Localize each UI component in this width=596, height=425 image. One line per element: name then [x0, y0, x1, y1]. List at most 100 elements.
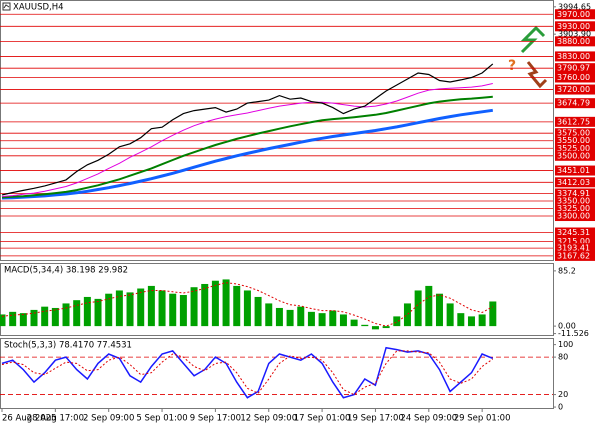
- x-tick-label: 2 Sep 09:00: [83, 414, 134, 424]
- macd-bar: [329, 310, 337, 327]
- macd-bar: [393, 316, 401, 327]
- level-label-box: [555, 150, 595, 161]
- level-label: 3167.62: [557, 251, 590, 260]
- level-label: 3525.00: [557, 144, 590, 153]
- macd-bar: [222, 279, 230, 327]
- x-tick-label: 5 Sep 01:00: [136, 414, 187, 424]
- series-line: [1, 346, 494, 399]
- level-label-box: [555, 98, 595, 109]
- macd-bar: [41, 306, 49, 327]
- level-label-box: [555, 236, 595, 247]
- chart-title: XAUUSD,H4: [13, 3, 64, 13]
- macd-bar: [9, 311, 17, 327]
- macd-bar: [62, 303, 70, 327]
- macd-bar: [297, 306, 305, 327]
- level-label-box: [555, 195, 595, 206]
- level-label: 3790.97: [557, 64, 590, 73]
- level-label-box: [555, 177, 595, 188]
- symbol-icon: [2, 2, 11, 11]
- macd-bar: [403, 303, 411, 327]
- macd-bar: [489, 301, 497, 327]
- macd-bar: [307, 311, 315, 327]
- level-label: 3760.00: [557, 73, 590, 82]
- macd-bar: [361, 324, 369, 327]
- macd-bar: [158, 290, 166, 327]
- level-label-box: [555, 51, 595, 62]
- macd-bar: [467, 316, 475, 327]
- level-label-box: [555, 243, 595, 254]
- y-tick-label: 0: [558, 403, 563, 412]
- down-arrow: [526, 61, 548, 89]
- macd-bar: [318, 313, 326, 327]
- macd-bar: [265, 303, 273, 327]
- macd-bar: [51, 307, 59, 327]
- macd-bar: [115, 290, 123, 327]
- series-line: [1, 63, 494, 196]
- x-tick-label: 28 Aug 17:00: [27, 414, 84, 424]
- macd-bar: [169, 293, 177, 327]
- y-tick-label: 3994.65: [558, 2, 591, 11]
- level-label: 3300.00: [557, 212, 590, 221]
- level-label: 3612.75: [557, 117, 590, 126]
- level-label-box: [555, 21, 595, 32]
- level-label: 3880.00: [557, 37, 590, 46]
- macd-bar: [243, 290, 251, 327]
- macd-bar: [286, 309, 294, 327]
- level-label: 3374.91: [557, 189, 590, 198]
- level-label: 3215.00: [557, 237, 590, 246]
- y-tick-label: 0.00: [558, 322, 576, 331]
- macd-bar: [382, 326, 390, 329]
- level-label-box: [555, 188, 595, 199]
- y-tick-label: 3903.90: [558, 30, 591, 39]
- level-label: 3830.00: [557, 52, 590, 61]
- level-label: 3193.41: [557, 244, 590, 253]
- level-label: 3451.01: [557, 166, 590, 175]
- level-label-box: [555, 9, 595, 20]
- level-label-box: [555, 116, 595, 127]
- macd-bar: [30, 309, 38, 327]
- macd-bar: [425, 285, 433, 327]
- level-label: 3500.00: [557, 151, 590, 160]
- macd-panel: [0, 263, 554, 336]
- level-label: 3720.00: [557, 85, 590, 94]
- macd-bar: [457, 313, 465, 327]
- y-tick-label: -11.526: [558, 329, 589, 338]
- level-label: 3930.00: [557, 22, 590, 31]
- level-label: 3350.00: [557, 196, 590, 205]
- level-label-box: [555, 128, 595, 139]
- level-label: 3550.00: [557, 136, 590, 145]
- series-line: [1, 108, 494, 200]
- x-tick-label: 9 Sep 17:00: [190, 414, 241, 424]
- macd-title: MACD(5,34,4) 38.198 29.982: [4, 266, 128, 276]
- macd-bar: [94, 298, 102, 327]
- macd-bar: [254, 296, 262, 327]
- macd-bar: [105, 293, 113, 327]
- level-label: 3674.79: [557, 99, 590, 108]
- level-label-box: [555, 227, 595, 238]
- macd-bar: [126, 292, 134, 327]
- macd-bar: [0, 314, 6, 327]
- series-line: [1, 95, 493, 199]
- level-label-box: [555, 72, 595, 83]
- x-tick-label: 19 Sep 17:00: [347, 414, 404, 424]
- level-label-box: [555, 165, 595, 176]
- series-line: [1, 350, 494, 396]
- up-arrow: [520, 25, 546, 54]
- level-label: 3575.00: [557, 129, 590, 138]
- macd-bar: [446, 303, 454, 327]
- series-line: [1, 83, 493, 197]
- x-tick-label: 26 Aug 2025: [2, 414, 56, 424]
- stoch-panel: [0, 338, 554, 409]
- macd-bar: [435, 293, 443, 327]
- macd-bar: [179, 294, 187, 327]
- level-label: 3412.03: [557, 178, 590, 187]
- level-label: 3325.00: [557, 204, 590, 213]
- x-tick-label: 24 Sep 09:00: [400, 414, 457, 424]
- level-label: 3970.00: [557, 10, 590, 19]
- macd-bar: [137, 288, 145, 327]
- macd-bar: [371, 326, 379, 330]
- level-label: 3245.31: [557, 228, 590, 237]
- level-label-box: [555, 250, 595, 261]
- main-panel: [0, 0, 554, 261]
